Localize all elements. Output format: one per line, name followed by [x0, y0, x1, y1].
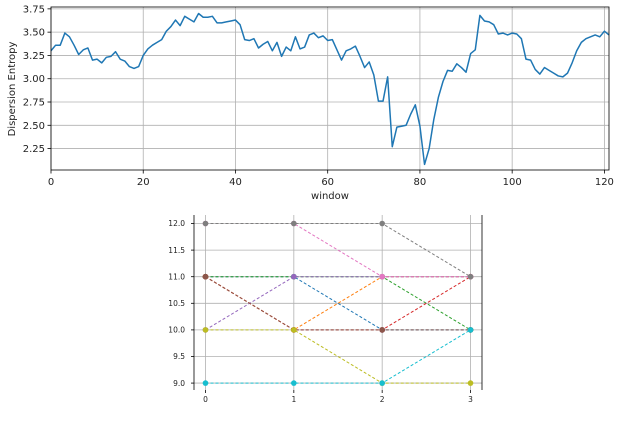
pattern-series-point — [467, 273, 474, 280]
top-y-tick-label: 3.75 — [23, 4, 45, 15]
bottom-y-ticks: 9.0 9.5 10.0 10.5 11.0 11.5 12.0 — [168, 219, 194, 388]
pattern-series-7 — [202, 220, 474, 280]
top-x-tick-label: 20 — [137, 177, 150, 188]
bottom-y-tick-label: 11.0 — [168, 272, 185, 281]
top-series — [50, 12, 610, 166]
pattern-series-point — [467, 327, 474, 333]
pattern-line-chart: 0 1 2 3 9.0 9.5 10.0 10.5 11.0 11.5 12.0 — [168, 215, 483, 404]
bottom-x-ticks: 0 1 2 3 — [203, 390, 473, 404]
top-y-tick-label: 3.00 — [23, 74, 45, 85]
pattern-series-point — [379, 327, 385, 333]
top-x-tick-label: 0 — [48, 177, 54, 188]
top-y-ticks: 2.25 2.50 2.75 3.00 3.25 3.50 3.75 — [23, 4, 51, 155]
top-y-tick-label: 3.25 — [23, 51, 45, 62]
entropy-series-line — [50, 12, 610, 166]
pattern-series-point — [291, 273, 297, 280]
top-y-tick-label: 2.50 — [23, 121, 45, 132]
pattern-series-point — [291, 380, 297, 386]
top-y-axis-label: Dispersion Entropy — [7, 42, 18, 137]
entropy-line-chart: 0 20 40 60 80 100 120 2.25 2.50 2.75 3.00 3.25 3.50… — [7, 4, 614, 202]
bottom-grid — [194, 215, 482, 390]
pattern-series-point — [379, 273, 385, 280]
top-x-tick-label: 80 — [414, 177, 427, 188]
top-x-tick-label: 120 — [595, 177, 614, 188]
bottom-y-tick-label: 11.5 — [168, 246, 185, 255]
top-y-tick-label: 2.75 — [23, 98, 45, 109]
bottom-x-tick-label: 1 — [291, 395, 296, 404]
top-x-tick-label: 40 — [229, 177, 242, 188]
bottom-y-tick-label: 12.0 — [168, 219, 185, 228]
pattern-series-point — [202, 327, 209, 333]
pattern-series-point — [467, 380, 474, 386]
pattern-series-point — [291, 327, 297, 333]
pattern-series-9 — [202, 327, 474, 386]
bottom-series — [202, 220, 474, 386]
top-y-tick-label: 3.50 — [23, 28, 45, 39]
pattern-series-point — [291, 220, 297, 227]
bottom-y-tick-label: 9.0 — [173, 379, 185, 388]
bottom-y-tick-label: 10.5 — [168, 299, 185, 308]
pattern-series-line — [205, 329, 471, 384]
bottom-x-tick-label: 3 — [468, 395, 473, 404]
pattern-series-point — [202, 273, 209, 280]
bottom-y-tick-label: 9.5 — [173, 352, 185, 361]
pattern-series-line — [205, 329, 471, 384]
bottom-x-tick-label: 0 — [203, 395, 208, 404]
bottom-x-tick-label: 2 — [380, 395, 385, 404]
pattern-series-line — [205, 223, 471, 278]
pattern-series-point — [379, 220, 385, 227]
pattern-series-line — [205, 276, 471, 331]
top-x-tick-label: 60 — [321, 177, 334, 188]
pattern-series-point — [202, 220, 209, 227]
top-x-axis-label: window — [311, 191, 349, 202]
top-x-ticks: 0 20 40 60 80 100 120 — [48, 170, 614, 188]
pattern-series-point — [379, 380, 385, 386]
pattern-series-point — [202, 380, 209, 386]
top-grid — [50, 7, 609, 170]
top-y-tick-label: 2.25 — [23, 144, 45, 155]
top-x-tick-label: 100 — [503, 177, 522, 188]
top-plot-frame — [50, 6, 610, 171]
bottom-y-tick-label: 10.0 — [168, 326, 185, 335]
pattern-series-line — [205, 223, 471, 278]
pattern-series-8 — [202, 327, 474, 386]
